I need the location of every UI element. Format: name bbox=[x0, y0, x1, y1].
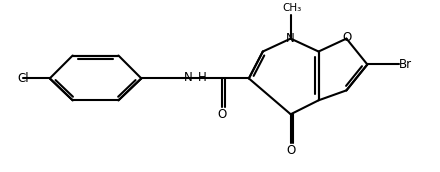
Text: Cl: Cl bbox=[17, 72, 29, 85]
Text: Br: Br bbox=[399, 58, 412, 71]
Text: O: O bbox=[343, 31, 352, 44]
Text: H: H bbox=[198, 71, 207, 84]
Text: O: O bbox=[286, 144, 295, 157]
Text: O: O bbox=[217, 108, 227, 121]
Text: CH₃: CH₃ bbox=[282, 3, 301, 13]
Text: N: N bbox=[184, 71, 193, 84]
Text: N: N bbox=[286, 32, 295, 45]
